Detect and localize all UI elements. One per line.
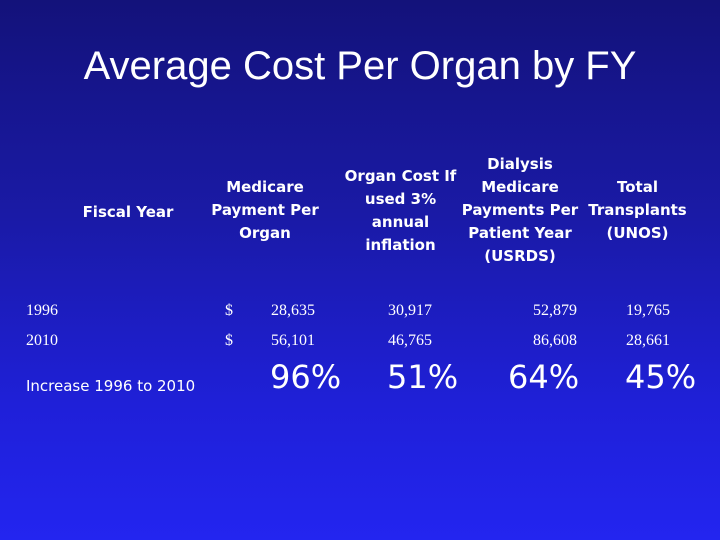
header-medicare-payment: Medicare Payment Per Organ <box>205 176 325 245</box>
header-line: Organ Cost If <box>344 167 457 185</box>
increase-label: Increase 1996 to 2010 <box>26 377 196 395</box>
slide-title: Average Cost Per Organ by FY <box>83 44 637 88</box>
row-year: 2010 <box>26 332 58 349</box>
medicare-payment-value: 28,635 <box>271 302 315 319</box>
increase-dialysis-payments: 64% <box>508 358 580 396</box>
header-line: annual <box>371 213 430 231</box>
header-line: Organ <box>239 224 291 242</box>
header-line: Transplants <box>588 201 687 219</box>
header-line: Medicare <box>226 178 304 196</box>
header-line: Total <box>617 178 658 196</box>
dialysis-payments-value: 86,608 <box>533 332 577 349</box>
medicare-payment-value: 56,101 <box>271 332 315 349</box>
header-dialysis-payments: Dialysis Medicare Payments Per Patient Y… <box>455 153 585 268</box>
increase-total-transplants: 45% <box>625 358 697 396</box>
total-transplants-value: 28,661 <box>626 332 670 349</box>
header-line: used 3% <box>364 190 437 208</box>
header-line: (USRDS) <box>484 247 556 265</box>
organ-cost-inflation-value: 30,917 <box>388 302 432 319</box>
total-transplants-value: 19,765 <box>626 302 670 319</box>
increase-organ-cost-inflation: 51% <box>387 358 459 396</box>
header-fiscal-year: Fiscal Year <box>82 203 174 221</box>
dialysis-payments-value: 52,879 <box>533 302 577 319</box>
header-total-transplants: Total Transplants (UNOS) <box>585 176 690 245</box>
currency-symbol: $ <box>225 302 233 319</box>
currency-symbol: $ <box>225 332 233 349</box>
header-organ-cost-inflation: Organ Cost If used 3% annual inflation <box>338 165 463 257</box>
header-line: inflation <box>365 236 436 254</box>
header-line: Patient Year <box>468 224 572 242</box>
header-line: (UNOS) <box>606 224 669 242</box>
organ-cost-inflation-value: 46,765 <box>388 332 432 349</box>
header-line: Payment Per <box>211 201 319 219</box>
header-line: Dialysis <box>487 155 553 173</box>
header-line: Payments Per <box>461 201 579 219</box>
increase-medicare-payment: 96% <box>270 358 342 396</box>
row-year: 1996 <box>26 302 58 319</box>
header-line: Medicare <box>481 178 559 196</box>
